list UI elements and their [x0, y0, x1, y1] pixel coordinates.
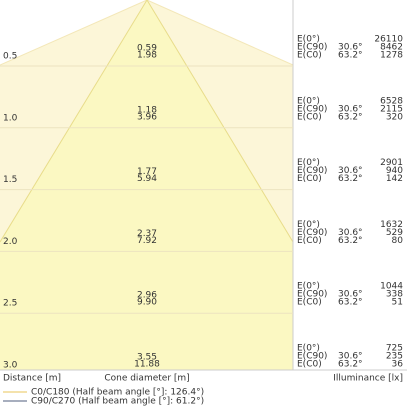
angle-c0: 63.2° [338, 360, 363, 370]
angle-c0: 63.2° [338, 236, 363, 246]
diameter-c0: 7.92 [137, 236, 157, 246]
cone-edge [0, 0, 148, 243]
ec0-value: 80 [392, 236, 404, 246]
cone-edge [146, 0, 294, 66]
angle-c0: 63.2° [338, 112, 363, 122]
angle-c90: 30.6° [338, 43, 363, 53]
footer-label: Illuminance [lx] [333, 374, 403, 384]
angle-c90: 30.6° [338, 104, 363, 114]
footer-label: Distance [m] [3, 374, 61, 384]
ec90-value: 529 [386, 228, 403, 238]
ec0-label: E(C0) [297, 236, 322, 246]
diameter-c0: 9.90 [137, 298, 157, 308]
e0-value: 2901 [380, 158, 403, 168]
diameter-c90: 2.37 [137, 229, 157, 239]
angle-c90: 30.6° [338, 352, 363, 362]
ec0-value: 320 [386, 112, 403, 122]
ec0-label: E(C0) [297, 174, 322, 184]
angle-c0: 63.2° [338, 51, 363, 61]
e0-label: E(0°) [297, 344, 320, 354]
ec0-value: 1278 [380, 51, 403, 61]
e0-label: E(0°) [297, 35, 320, 45]
angle-c90: 30.6° [338, 166, 363, 176]
ec90-label: E(C90) [297, 104, 327, 114]
e0-value: 26110 [374, 35, 403, 45]
e0-value: 1632 [380, 220, 403, 230]
ec0-label: E(C0) [297, 112, 322, 122]
e0-label: E(0°) [297, 282, 320, 292]
angle-c0: 63.2° [338, 298, 363, 308]
distance-label: 0.5 [3, 52, 17, 62]
ec90-value: 235 [386, 352, 403, 362]
diameter-c90: 1.77 [137, 167, 157, 177]
ec90-value: 2115 [380, 104, 403, 114]
diameter-c0: 11.88 [134, 360, 160, 370]
distance-label: 2.0 [3, 237, 18, 247]
narrow-cone [0, 0, 293, 370]
ec0-value: 142 [386, 174, 403, 184]
e0-value: 725 [386, 344, 403, 354]
diameter-c0: 5.94 [137, 174, 157, 184]
cone-edge [146, 0, 294, 243]
angle-c90: 30.6° [338, 290, 363, 300]
diameter-c90: 1.18 [137, 105, 157, 115]
angle-c90: 30.6° [338, 228, 363, 238]
legend-label: C90/C270 (Half beam angle [°]: 61.2°) [31, 397, 204, 407]
ec0-label: E(C0) [297, 360, 322, 370]
ec90-value: 940 [386, 166, 403, 176]
ec90-label: E(C90) [297, 290, 327, 300]
e0-value: 1044 [380, 282, 403, 292]
diameter-c90: 3.55 [137, 353, 157, 363]
ec90-value: 338 [386, 290, 403, 300]
ec90-label: E(C90) [297, 352, 327, 362]
angle-c0: 63.2° [338, 174, 363, 184]
diameter-c90: 0.59 [137, 44, 157, 54]
diameter-c0: 1.98 [137, 51, 157, 61]
ec90-value: 8462 [380, 43, 403, 53]
ec90-label: E(C90) [297, 166, 327, 176]
distance-label: 3.0 [3, 361, 18, 371]
distance-label: 1.5 [3, 175, 17, 185]
e0-value: 6528 [380, 96, 403, 106]
e0-label: E(0°) [297, 158, 320, 168]
distance-label: 2.5 [3, 299, 17, 309]
ec0-label: E(C0) [297, 51, 322, 61]
ec90-label: E(C90) [297, 43, 327, 53]
ec0-value: 51 [392, 298, 403, 308]
legend-label: C0/C180 (Half beam angle [°]: 126.4°) [31, 388, 204, 398]
ec0-value: 36 [392, 360, 404, 370]
cone-edge [0, 0, 148, 66]
e0-label: E(0°) [297, 96, 320, 106]
e0-label: E(0°) [297, 220, 320, 230]
diameter-c0: 3.96 [137, 112, 157, 122]
ec0-label: E(C0) [297, 298, 322, 308]
distance-label: 1.0 [3, 113, 18, 123]
ec90-label: E(C90) [297, 228, 327, 238]
footer-label: Cone diameter [m] [104, 374, 189, 384]
diameter-c90: 2.96 [137, 291, 157, 301]
